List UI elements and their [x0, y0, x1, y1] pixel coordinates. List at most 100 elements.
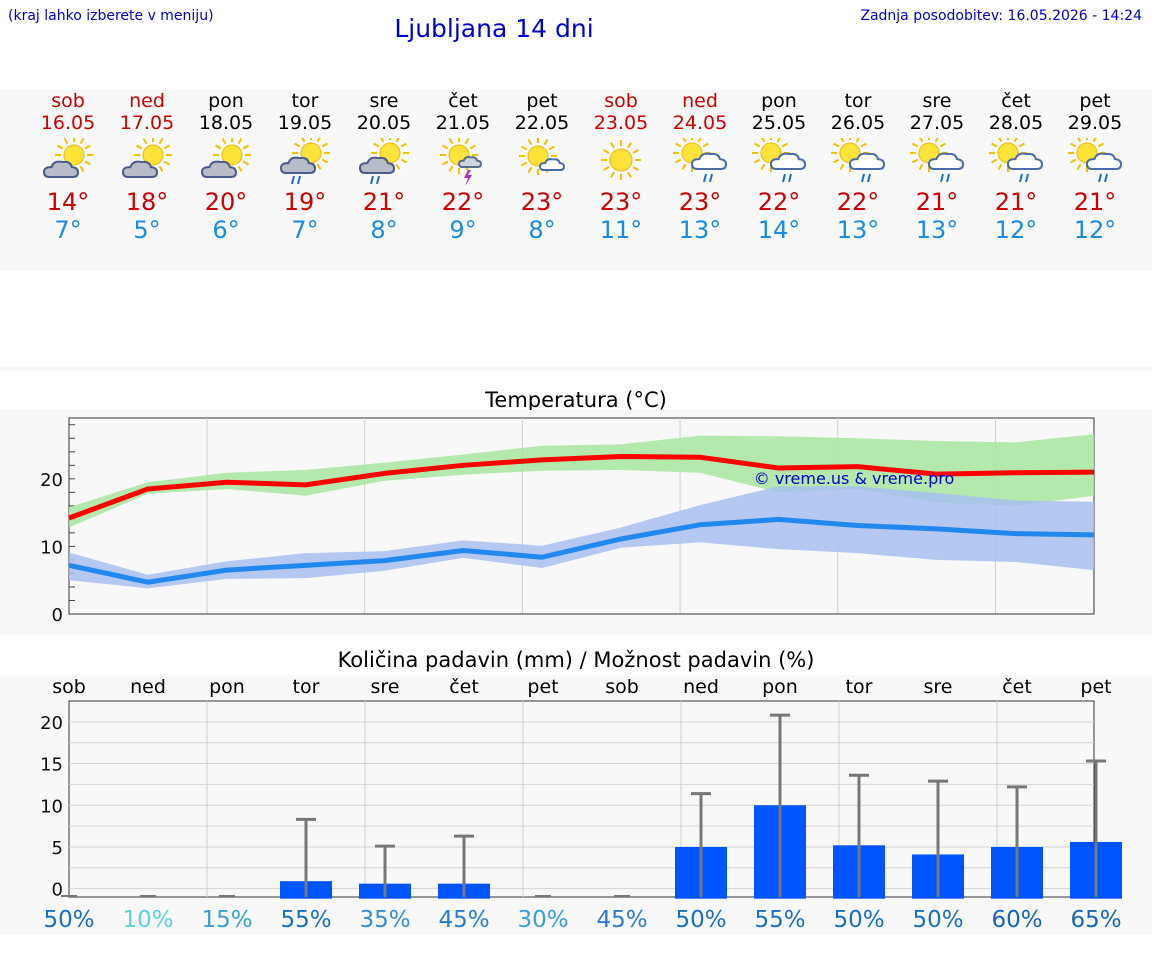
- sun-cloud-rain-icon: [673, 138, 728, 183]
- day-column: pet 22.05 23° 8°: [502, 90, 582, 244]
- separator: [0, 366, 1152, 371]
- region-hint: (kraj lahko izberete v meniju): [8, 8, 214, 24]
- day-date: 25.05: [751, 112, 807, 134]
- day-name: čet: [448, 90, 478, 112]
- max-temperature: 23°: [678, 188, 722, 216]
- precipitation-chart-title: Količina padavin (mm) / Možnost padavin …: [337, 648, 815, 672]
- day-label: sre: [371, 676, 400, 698]
- day-label: pon: [209, 676, 245, 698]
- day-name: tor: [291, 90, 319, 112]
- precipitation-probability: 50%: [43, 907, 94, 933]
- day-name: pet: [1079, 90, 1111, 112]
- day-date: 23.05: [593, 112, 649, 134]
- day-column: sob 16.05 14° 7°: [28, 90, 108, 244]
- day-column: tor 26.05 22° 13°: [818, 90, 898, 244]
- day-column: sob 23.05 23° 11°: [581, 90, 661, 244]
- precipitation-probability: 50%: [912, 907, 963, 933]
- min-temperature: 13°: [678, 216, 722, 244]
- y-tick-label: 20: [40, 470, 63, 491]
- sun-cloud-rain-icon: [1068, 138, 1123, 183]
- y-tick-label: 0: [52, 880, 63, 901]
- day-label: pet: [1080, 676, 1111, 698]
- max-temperature: 21°: [1073, 188, 1117, 216]
- min-temperature-line: [68, 516, 1095, 585]
- min-temperature: 8°: [370, 216, 398, 244]
- day-column: sre 27.05 21° 13°: [897, 90, 977, 244]
- min-temperature: 9°: [449, 216, 477, 244]
- precipitation-chart: sob ned pon tor sre čet pet sob ned pon tor sre čet p…: [40, 676, 1122, 933]
- day-name: ned: [129, 90, 165, 112]
- day-name: čet: [1001, 90, 1031, 112]
- day-label: ned: [130, 676, 166, 698]
- max-temperature: 22°: [836, 188, 880, 216]
- day-date: 16.05: [40, 112, 96, 134]
- day-name: pon: [208, 90, 244, 112]
- day-label: pon: [762, 676, 798, 698]
- precipitation-probability: 15%: [201, 907, 252, 933]
- day-column: pet 29.05 21° 12°: [1055, 90, 1135, 244]
- page-title: Ljubljana 14 dni: [394, 14, 594, 43]
- y-tick-label: 0: [52, 605, 63, 626]
- day-column: čet 28.05 21° 12°: [976, 90, 1056, 244]
- min-temperature: 13°: [915, 216, 959, 244]
- sun-thunder-icon: [440, 138, 483, 186]
- day-column: pon 18.05 20° 6°: [186, 90, 266, 244]
- day-date: 29.05: [1067, 112, 1123, 134]
- precipitation-probability: 30%: [517, 907, 568, 933]
- day-name: pet: [526, 90, 558, 112]
- partly-cloudy-icon: [121, 138, 172, 178]
- y-tick-label: 5: [52, 838, 63, 859]
- y-tick-label: 10: [40, 796, 63, 817]
- day-column: tor 19.05 19° 7°: [265, 90, 345, 244]
- min-temperature: 14°: [757, 216, 801, 244]
- min-temperature: 7°: [54, 216, 82, 244]
- day-label: čet: [449, 676, 479, 698]
- min-temperature: 7°: [291, 216, 319, 244]
- precipitation-probability: 55%: [280, 907, 331, 933]
- watermark: © vreme.us & vreme.pro: [754, 469, 955, 488]
- max-temperature: 22°: [757, 188, 801, 216]
- partly-cloudy-icon: [200, 138, 251, 178]
- max-temperature: 21°: [994, 188, 1038, 216]
- min-temperature: 8°: [528, 216, 556, 244]
- day-date: 26.05: [830, 112, 886, 134]
- day-column: pon 25.05 22° 14°: [739, 90, 819, 244]
- min-temperature: 6°: [212, 216, 240, 244]
- day-date: 27.05: [909, 112, 965, 134]
- max-temperature: 18°: [125, 188, 169, 216]
- day-label: sre: [924, 676, 953, 698]
- precipitation-probability: 50%: [833, 907, 884, 933]
- day-label: ned: [683, 676, 719, 698]
- sun-cloud-rain-icon: [989, 138, 1044, 183]
- min-temperature: 12°: [994, 216, 1038, 244]
- sun-cloud-rain-icon: [910, 138, 965, 183]
- y-tick-label: 20: [40, 713, 63, 734]
- day-name: sob: [604, 90, 638, 112]
- temperature-chart: 0 10 20 © vreme.us & vreme.pro: [40, 417, 1095, 626]
- precipitation-probability: 60%: [991, 907, 1042, 933]
- day-name: ned: [682, 90, 718, 112]
- day-name: tor: [844, 90, 872, 112]
- max-temperature: 23°: [520, 188, 564, 216]
- day-name: pon: [761, 90, 797, 112]
- precipitation-probability: 45%: [596, 907, 647, 933]
- min-temperature: 11°: [599, 216, 643, 244]
- day-date: 19.05: [277, 112, 333, 134]
- day-date: 21.05: [435, 112, 491, 134]
- max-temperature: 21°: [915, 188, 959, 216]
- y-tick-label: 10: [40, 537, 63, 558]
- y-tick-label: 15: [40, 755, 63, 776]
- max-temperature: 22°: [441, 188, 485, 216]
- day-column: čet 21.05 22° 9°: [423, 90, 503, 244]
- day-date: 28.05: [988, 112, 1044, 134]
- sun-cloud-rain-icon: [752, 138, 807, 183]
- sun-icon: [601, 140, 641, 180]
- min-temperature: 12°: [1073, 216, 1117, 244]
- day-date: 24.05: [672, 112, 728, 134]
- sun-small-cloud-icon: [519, 138, 566, 175]
- precipitation-probability: 50%: [675, 907, 726, 933]
- min-temperature: 13°: [836, 216, 880, 244]
- partly-cloudy-icon: [42, 138, 93, 178]
- day-label: pet: [527, 676, 558, 698]
- daily-forecast: sob 16.05 14° 7° ned 17.05 18° 5° pon 18.0…: [0, 90, 1152, 270]
